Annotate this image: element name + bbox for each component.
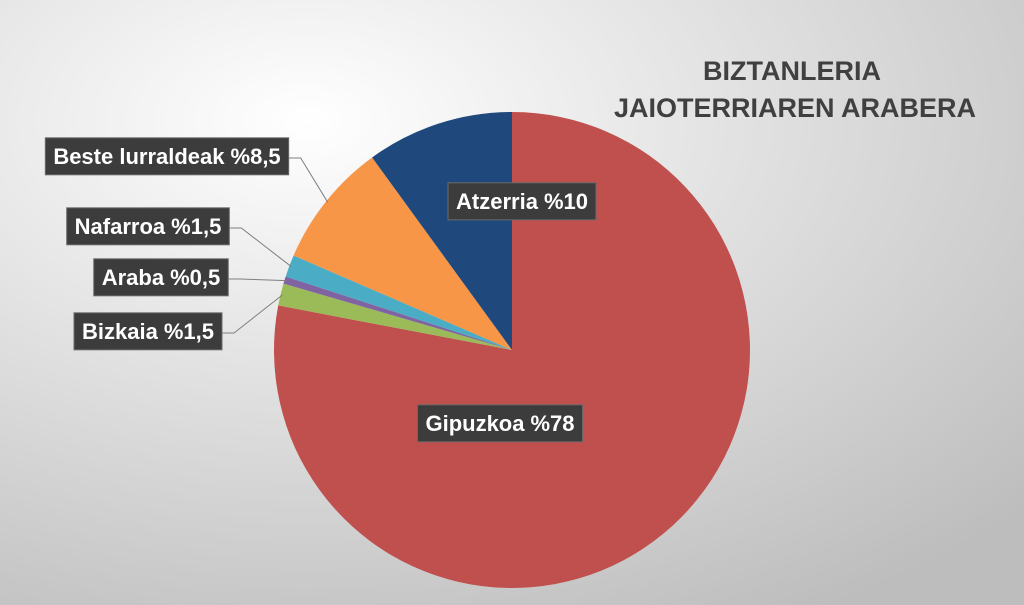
leader-line <box>288 157 329 203</box>
label-text: Atzerria %10 <box>456 189 588 214</box>
data-label: Araba %0,5 <box>93 258 229 297</box>
label-text: Beste lurraldeak %8,5 <box>53 144 280 169</box>
label-text: Araba %0,5 <box>102 265 221 290</box>
data-label: Gipuzkoa %78 <box>416 404 584 443</box>
pie-slice <box>372 112 512 350</box>
value-label: %8,5 <box>231 144 281 169</box>
leader-line <box>229 227 292 267</box>
value-label: %10 <box>544 189 588 214</box>
pie-slice <box>283 276 512 350</box>
value-label: %1,5 <box>164 319 214 344</box>
category-name: Gipuzkoa <box>425 411 525 436</box>
label-text: Bizkaia %1,5 <box>82 319 214 344</box>
data-label: Bizkaia %1,5 <box>73 312 223 351</box>
category-name: Beste lurraldeak <box>53 144 225 169</box>
data-label: Atzerria %10 <box>447 182 597 221</box>
chart-title: BIZTANLERIA <box>703 56 881 86</box>
label-box <box>93 258 229 297</box>
data-label: Beste lurraldeak %8,5 <box>44 137 290 176</box>
chart-title: JAIOTERRIAREN ARABERA <box>614 93 976 123</box>
category-name: Araba <box>102 265 165 290</box>
category-name: Nafarroa <box>75 214 166 239</box>
label-box <box>66 207 230 246</box>
label-text: Gipuzkoa %78 <box>425 411 574 436</box>
value-label: %0,5 <box>170 265 220 290</box>
pie-slice <box>293 157 512 350</box>
leader-line <box>221 294 283 334</box>
pie-slice <box>285 255 512 350</box>
label-box <box>447 182 597 221</box>
category-name: Atzerria <box>456 189 539 214</box>
pie-slice <box>278 283 512 350</box>
pie-slice <box>273 112 750 588</box>
label-box <box>73 312 223 351</box>
value-label: %1,5 <box>171 214 221 239</box>
value-label: %78 <box>530 411 574 436</box>
label-text: Nafarroa %1,5 <box>75 214 222 239</box>
leader-line <box>228 278 287 282</box>
data-label: Nafarroa %1,5 <box>66 207 230 246</box>
label-box <box>416 404 584 443</box>
label-box <box>44 137 290 176</box>
category-name: Bizkaia <box>82 319 159 344</box>
